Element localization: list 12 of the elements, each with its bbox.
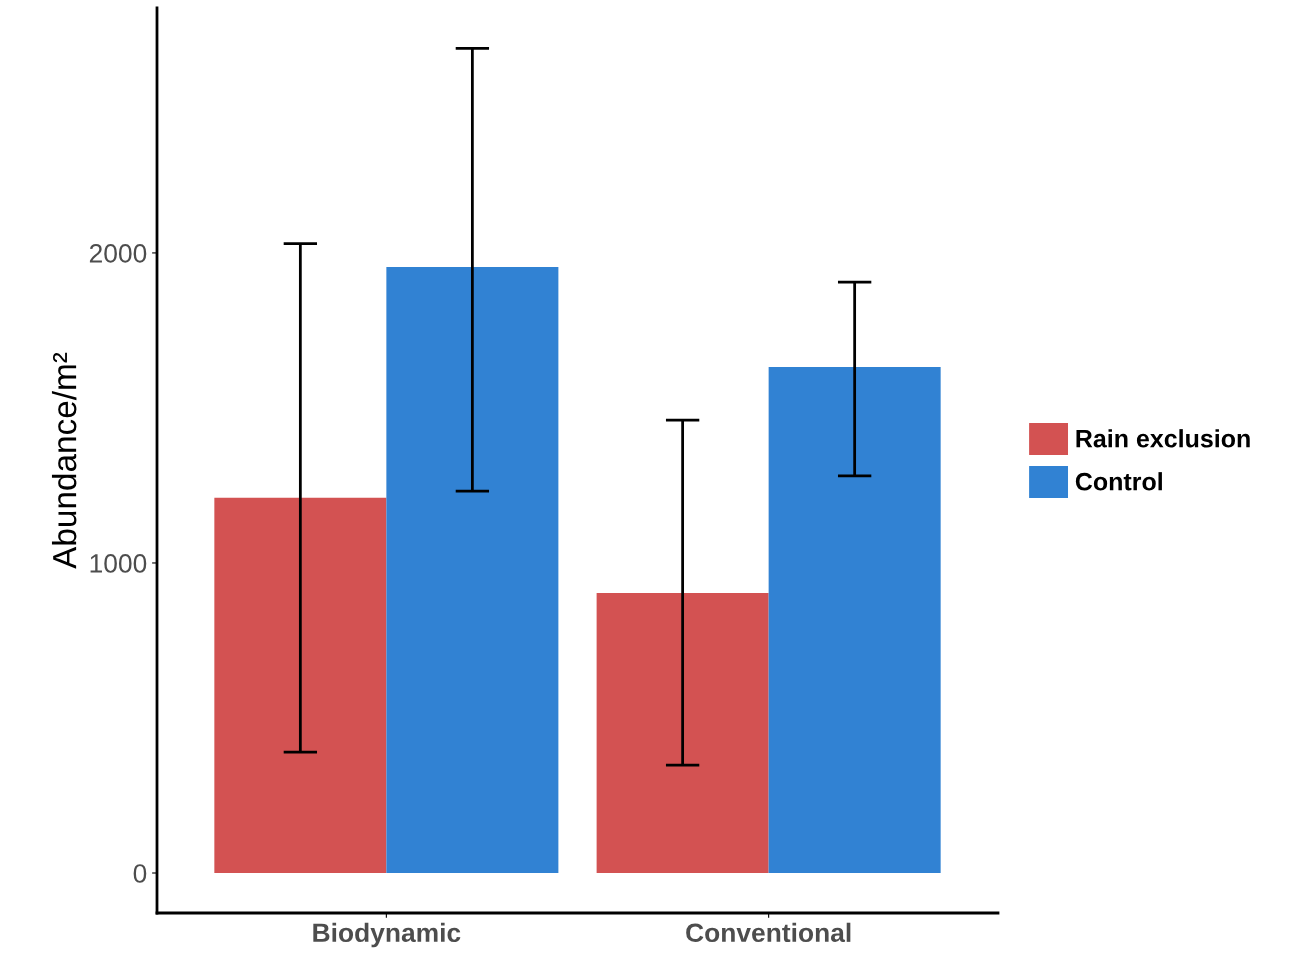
bar	[386, 266, 559, 874]
bar	[596, 593, 769, 874]
bar	[768, 367, 941, 874]
y-tick-label: 0	[133, 864, 147, 883]
y-tick-label: 1000	[90, 554, 147, 573]
bar	[214, 497, 387, 874]
y-tick-label: 2000	[89, 244, 147, 263]
x-tick-label: Conventional	[686, 922, 851, 943]
x-tick-label: Biodynamic	[313, 922, 461, 948]
legend-label: Control	[1075, 472, 1162, 491]
y-axis-title: Abundance/m²	[51, 352, 77, 569]
legend-label: Rain exclusion	[1076, 429, 1250, 448]
